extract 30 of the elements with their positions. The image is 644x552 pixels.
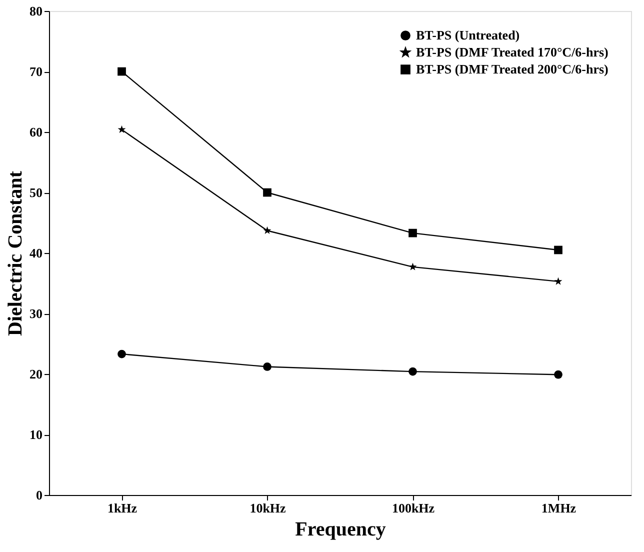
x-tick-label: 1kHz (107, 500, 138, 516)
legend-label: BT-PS (DMF Treated 200°C/6-hrs) (416, 62, 608, 76)
point (118, 350, 126, 358)
point (408, 367, 417, 376)
y-tick-label: 20 (30, 366, 42, 382)
point (554, 277, 562, 285)
y-tick-label: 60 (30, 124, 42, 140)
point (554, 246, 562, 254)
legend-label: BT-PS (Untreated) (416, 28, 520, 42)
y-tick-label: 80 (30, 4, 42, 18)
y-tick-label: 70 (30, 64, 42, 79)
y-tick-label: 50 (30, 185, 42, 200)
y-tick-label: 0 (36, 488, 42, 502)
y-tick-label: 40 (30, 246, 42, 260)
point (118, 125, 126, 133)
x-tick-label: 10kHz (250, 500, 286, 516)
point (263, 226, 272, 234)
point (408, 262, 417, 270)
y-tick-label: 30 (30, 306, 42, 321)
point (554, 370, 562, 379)
legend-label: BT-PS (DMF Treated 170°C/6-hrs) (416, 44, 608, 60)
x-axis-title: Frequency (295, 518, 386, 540)
x-tick-label: 100kHz (392, 500, 435, 516)
point (408, 228, 417, 238)
point (263, 362, 272, 371)
x-tick-label: 1MHz (541, 500, 576, 516)
y-tick-label: 10 (30, 427, 42, 442)
y-axis-title: Dielectric Constant (4, 170, 26, 336)
point (118, 67, 126, 76)
point (263, 188, 272, 197)
